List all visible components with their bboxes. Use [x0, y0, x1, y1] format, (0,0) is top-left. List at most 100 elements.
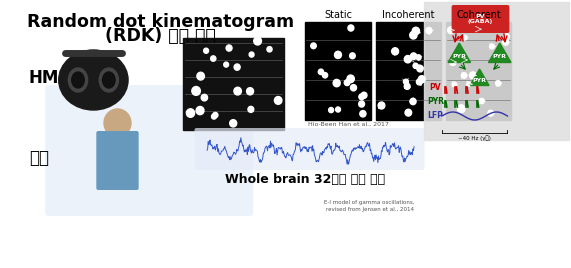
Circle shape: [467, 82, 471, 86]
Circle shape: [360, 111, 366, 117]
Text: (RDK) 자극 제시: (RDK) 자극 제시: [106, 27, 216, 45]
Text: PYR: PYR: [493, 54, 506, 58]
Circle shape: [416, 79, 423, 85]
Bar: [305, 22, 371, 120]
Ellipse shape: [103, 72, 115, 88]
Text: PYR: PYR: [428, 97, 445, 106]
Circle shape: [359, 101, 364, 107]
Circle shape: [211, 56, 216, 61]
Polygon shape: [470, 69, 489, 85]
Text: E-I model of gamma oscillations,
revised from Jensen et al., 2014: E-I model of gamma oscillations, revised…: [324, 200, 414, 212]
Text: PV
(GABA): PV (GABA): [468, 14, 493, 24]
Text: Random dot kinematogram: Random dot kinematogram: [27, 13, 295, 31]
Circle shape: [479, 98, 484, 104]
FancyBboxPatch shape: [195, 128, 425, 170]
Circle shape: [349, 53, 355, 59]
Text: Whole brain 32채널 뇌파 측정: Whole brain 32채널 뇌파 측정: [225, 173, 385, 186]
Circle shape: [248, 106, 254, 112]
Circle shape: [462, 58, 466, 62]
Circle shape: [249, 52, 254, 57]
Bar: [183, 38, 284, 130]
Circle shape: [410, 31, 417, 39]
Circle shape: [247, 88, 254, 95]
Circle shape: [410, 98, 416, 105]
Circle shape: [351, 85, 356, 91]
Circle shape: [411, 53, 417, 59]
Text: Hio-Been Han et al., 2017: Hio-Been Han et al., 2017: [308, 122, 389, 127]
Circle shape: [417, 65, 423, 72]
Text: 뇌파: 뇌파: [29, 149, 49, 167]
Bar: [446, 22, 511, 120]
Ellipse shape: [69, 68, 87, 92]
Circle shape: [323, 73, 328, 78]
Text: HMD: HMD: [29, 69, 73, 87]
Circle shape: [197, 72, 204, 80]
Circle shape: [267, 47, 272, 52]
Bar: [424, 2, 569, 140]
Circle shape: [461, 73, 467, 78]
Circle shape: [405, 109, 412, 116]
Circle shape: [335, 51, 341, 58]
Circle shape: [419, 76, 425, 83]
Text: Incoherent: Incoherent: [382, 10, 435, 20]
Circle shape: [457, 105, 465, 113]
Circle shape: [344, 80, 350, 85]
Circle shape: [230, 120, 237, 127]
FancyBboxPatch shape: [452, 5, 509, 33]
Circle shape: [318, 69, 324, 75]
Circle shape: [392, 48, 399, 55]
Circle shape: [192, 87, 200, 95]
Circle shape: [234, 87, 242, 95]
Ellipse shape: [59, 50, 128, 110]
Ellipse shape: [72, 72, 85, 88]
Circle shape: [449, 59, 456, 65]
Circle shape: [448, 27, 454, 34]
Circle shape: [452, 82, 456, 87]
Circle shape: [504, 34, 509, 40]
Ellipse shape: [99, 68, 118, 92]
Circle shape: [201, 94, 207, 101]
Circle shape: [224, 62, 228, 67]
Circle shape: [347, 75, 355, 83]
Text: LFP: LFP: [428, 111, 444, 120]
Circle shape: [329, 107, 333, 113]
Circle shape: [475, 26, 480, 32]
Text: ~40 Hz (γ오): ~40 Hz (γ오): [459, 135, 491, 141]
Polygon shape: [488, 43, 511, 62]
Circle shape: [311, 43, 316, 49]
Circle shape: [404, 55, 411, 63]
Text: PYR: PYR: [473, 77, 486, 83]
Polygon shape: [448, 43, 471, 62]
Circle shape: [226, 45, 232, 51]
Circle shape: [413, 63, 418, 68]
Circle shape: [412, 27, 420, 35]
Circle shape: [404, 83, 410, 90]
Circle shape: [333, 79, 340, 87]
Circle shape: [213, 112, 218, 118]
Circle shape: [104, 109, 131, 137]
Circle shape: [361, 92, 367, 98]
FancyBboxPatch shape: [45, 85, 254, 216]
Circle shape: [204, 48, 208, 53]
Text: PYR: PYR: [452, 54, 467, 58]
FancyBboxPatch shape: [96, 131, 139, 190]
Text: Static: Static: [324, 10, 352, 20]
Circle shape: [489, 44, 494, 49]
Circle shape: [463, 35, 467, 40]
Circle shape: [234, 64, 240, 70]
Circle shape: [426, 27, 432, 34]
Text: PV: PV: [429, 83, 441, 92]
Bar: [376, 22, 441, 120]
Circle shape: [496, 81, 501, 86]
Circle shape: [416, 55, 421, 60]
Circle shape: [378, 102, 385, 109]
Circle shape: [488, 110, 493, 116]
Text: Coherent: Coherent: [456, 10, 501, 20]
Circle shape: [469, 72, 476, 79]
Circle shape: [348, 25, 354, 31]
Circle shape: [186, 109, 195, 117]
Circle shape: [404, 79, 408, 84]
Circle shape: [211, 114, 216, 119]
Circle shape: [359, 94, 364, 100]
Circle shape: [336, 107, 340, 112]
